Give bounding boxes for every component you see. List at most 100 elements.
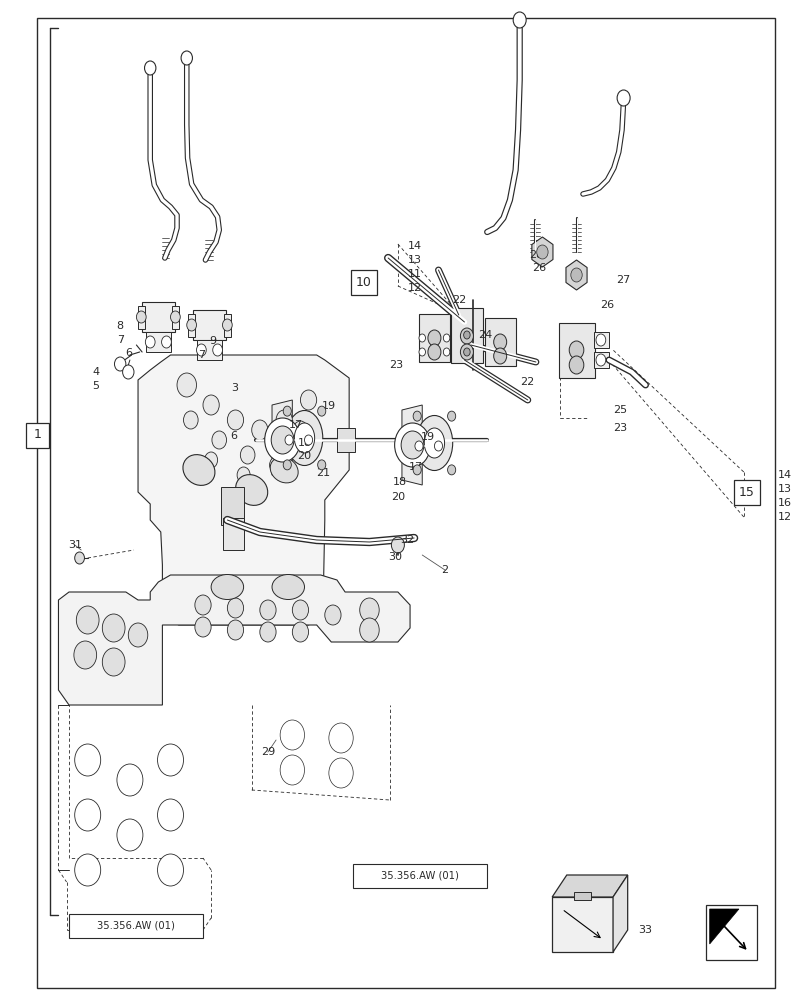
- Circle shape: [114, 357, 126, 371]
- Circle shape: [157, 744, 183, 776]
- Circle shape: [240, 446, 255, 464]
- Circle shape: [413, 411, 421, 421]
- Text: 15: 15: [738, 486, 754, 498]
- Text: 18: 18: [392, 477, 406, 487]
- Text: 9: 9: [209, 336, 216, 346]
- Text: 6: 6: [126, 348, 132, 358]
- Polygon shape: [401, 405, 422, 485]
- Bar: [733, 480, 759, 504]
- Bar: [418, 314, 449, 362]
- Text: 30: 30: [388, 552, 402, 562]
- Circle shape: [196, 344, 206, 356]
- Polygon shape: [58, 575, 410, 705]
- Circle shape: [122, 365, 134, 379]
- Ellipse shape: [211, 574, 243, 599]
- Circle shape: [75, 799, 101, 831]
- Circle shape: [222, 319, 232, 331]
- Circle shape: [292, 622, 308, 642]
- Text: 17: 17: [289, 420, 303, 430]
- Polygon shape: [272, 400, 292, 480]
- Bar: [172, 306, 178, 329]
- Text: 33: 33: [637, 925, 652, 935]
- Bar: [138, 306, 144, 329]
- Text: 28: 28: [528, 250, 543, 260]
- Circle shape: [324, 605, 341, 625]
- Bar: [350, 269, 376, 294]
- Circle shape: [569, 356, 583, 374]
- Circle shape: [157, 854, 183, 886]
- Text: 35.356.AW (01): 35.356.AW (01): [97, 921, 174, 931]
- Text: 19: 19: [321, 401, 336, 411]
- Ellipse shape: [182, 455, 215, 485]
- Circle shape: [181, 51, 192, 65]
- Bar: [551, 897, 612, 952]
- Text: 16: 16: [777, 498, 791, 508]
- Circle shape: [616, 90, 629, 106]
- Text: 27: 27: [616, 275, 630, 285]
- Circle shape: [328, 758, 353, 788]
- Circle shape: [443, 348, 449, 356]
- Circle shape: [414, 441, 423, 451]
- Circle shape: [285, 435, 293, 445]
- Circle shape: [447, 411, 455, 421]
- Circle shape: [260, 600, 276, 620]
- Bar: [197, 340, 221, 360]
- Circle shape: [394, 423, 430, 467]
- Circle shape: [227, 620, 243, 640]
- Circle shape: [76, 606, 99, 634]
- Bar: [142, 302, 174, 332]
- Text: 10: 10: [355, 275, 371, 288]
- Text: 29: 29: [260, 747, 275, 757]
- Circle shape: [493, 334, 506, 350]
- Circle shape: [359, 618, 379, 642]
- Circle shape: [204, 452, 217, 468]
- Circle shape: [460, 328, 473, 344]
- Text: 6: 6: [230, 431, 237, 441]
- Circle shape: [317, 460, 325, 470]
- Circle shape: [447, 465, 455, 475]
- Circle shape: [128, 623, 148, 647]
- Text: 26: 26: [531, 263, 546, 273]
- Text: 14: 14: [777, 470, 791, 480]
- Circle shape: [212, 431, 226, 449]
- Circle shape: [195, 617, 211, 637]
- Circle shape: [401, 431, 423, 459]
- Text: 13: 13: [777, 484, 791, 494]
- Ellipse shape: [415, 416, 453, 471]
- Circle shape: [493, 348, 506, 364]
- Circle shape: [595, 354, 605, 366]
- Bar: [224, 314, 230, 337]
- Text: 2: 2: [441, 565, 448, 575]
- Text: 1: 1: [33, 428, 41, 442]
- Bar: [594, 332, 608, 348]
- Ellipse shape: [285, 410, 322, 466]
- Circle shape: [237, 467, 250, 483]
- Text: 7: 7: [198, 350, 204, 360]
- Circle shape: [157, 799, 183, 831]
- Bar: [193, 310, 225, 340]
- Circle shape: [283, 460, 291, 470]
- Circle shape: [418, 348, 425, 356]
- Text: 14: 14: [407, 241, 421, 251]
- Circle shape: [117, 819, 143, 851]
- Text: 8: 8: [117, 321, 123, 331]
- Circle shape: [317, 406, 325, 416]
- Bar: [594, 352, 608, 368]
- Circle shape: [283, 406, 291, 416]
- Circle shape: [463, 331, 470, 339]
- Text: 13: 13: [407, 255, 421, 265]
- Text: 12: 12: [777, 512, 791, 522]
- Circle shape: [227, 410, 243, 430]
- Circle shape: [391, 537, 404, 553]
- Text: 23: 23: [612, 423, 627, 433]
- Circle shape: [513, 12, 526, 28]
- Text: 35.356.AW (01): 35.356.AW (01): [381, 871, 458, 881]
- Ellipse shape: [294, 423, 314, 453]
- Text: 5: 5: [92, 381, 99, 391]
- Circle shape: [251, 420, 268, 440]
- Ellipse shape: [235, 475, 268, 505]
- Circle shape: [300, 390, 316, 410]
- Circle shape: [264, 418, 300, 462]
- Circle shape: [570, 268, 581, 282]
- Ellipse shape: [270, 457, 298, 483]
